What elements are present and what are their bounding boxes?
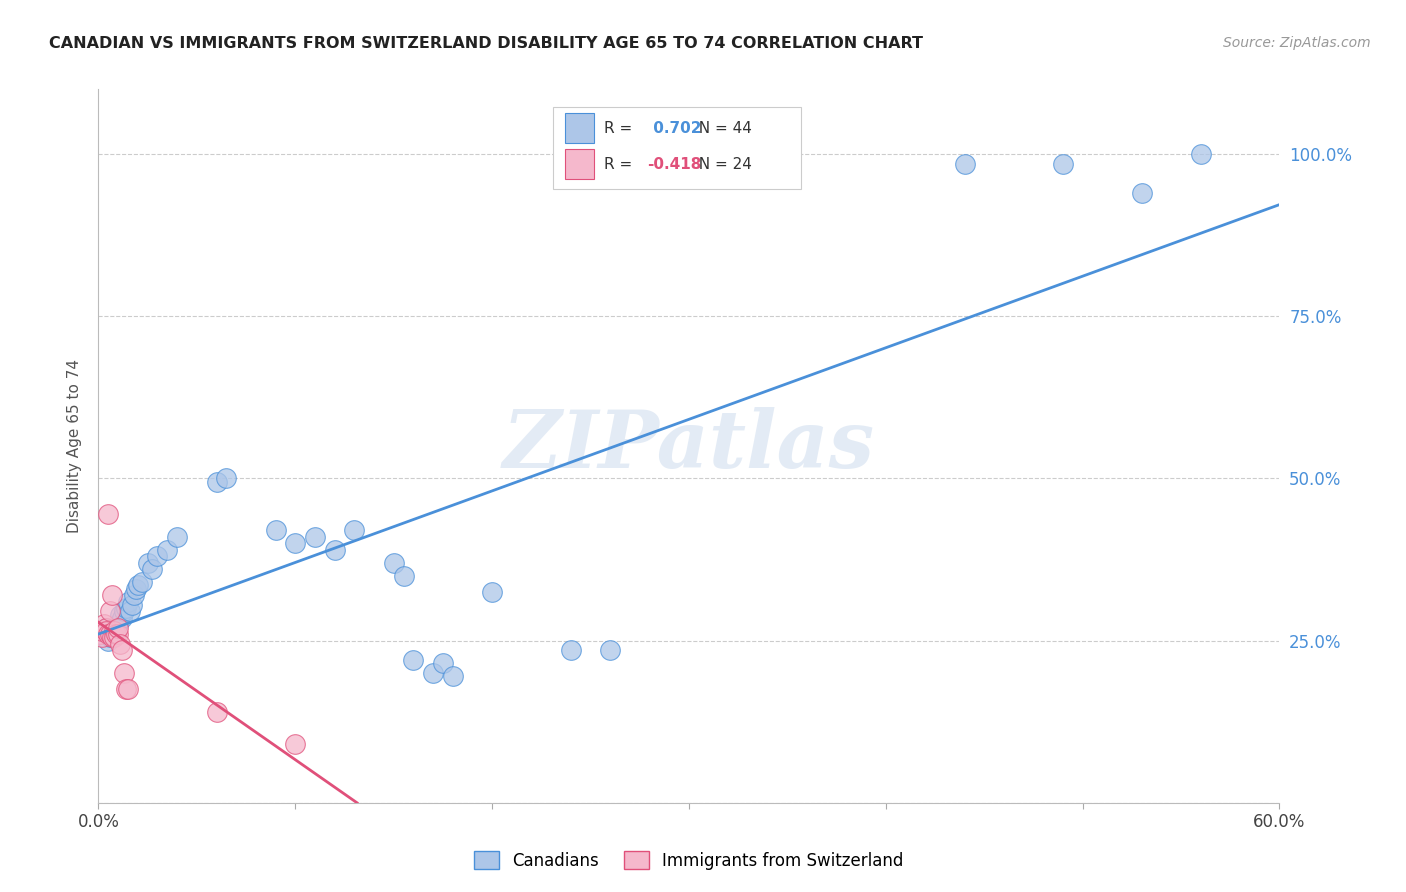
- Point: [117, 595, 139, 609]
- Legend: Canadians, Immigrants from Switzerland: Canadians, Immigrants from Switzerland: [467, 845, 911, 877]
- Point: [284, 738, 307, 752]
- Point: [91, 631, 114, 645]
- Point: [101, 588, 124, 602]
- Point: [89, 627, 111, 641]
- Point: [121, 598, 143, 612]
- Point: [125, 582, 148, 596]
- Bar: [565, 113, 595, 144]
- Point: [304, 530, 326, 544]
- Point: [146, 549, 169, 564]
- Point: [105, 627, 128, 641]
- Point: [107, 627, 129, 641]
- Point: [107, 621, 129, 635]
- Point: [93, 617, 115, 632]
- Point: [382, 556, 405, 570]
- Point: [205, 705, 228, 719]
- Point: [93, 624, 115, 638]
- Text: 0.702: 0.702: [648, 121, 702, 136]
- Point: [107, 617, 129, 632]
- Point: [101, 631, 124, 645]
- Point: [91, 624, 114, 638]
- Point: [284, 536, 307, 550]
- Point: [112, 604, 135, 618]
- Point: [122, 588, 145, 602]
- Point: [422, 666, 444, 681]
- Point: [118, 604, 141, 618]
- Point: [1130, 186, 1153, 200]
- Point: [103, 631, 125, 645]
- Point: [343, 524, 366, 538]
- Point: [1052, 157, 1074, 171]
- Point: [1189, 147, 1212, 161]
- Point: [108, 607, 131, 622]
- Text: R =: R =: [605, 157, 637, 171]
- Text: -0.418: -0.418: [648, 157, 702, 171]
- Point: [97, 507, 120, 521]
- FancyBboxPatch shape: [553, 107, 801, 189]
- Point: [96, 624, 118, 638]
- Point: [392, 568, 415, 582]
- Point: [481, 585, 503, 599]
- Text: R =: R =: [605, 121, 637, 136]
- Point: [108, 637, 131, 651]
- Point: [215, 471, 238, 485]
- Point: [166, 530, 188, 544]
- Point: [97, 633, 120, 648]
- Text: Source: ZipAtlas.com: Source: ZipAtlas.com: [1223, 36, 1371, 50]
- Point: [131, 575, 153, 590]
- Point: [953, 157, 976, 171]
- Text: N = 24: N = 24: [689, 157, 752, 171]
- Point: [98, 631, 121, 645]
- Point: [205, 475, 228, 489]
- Point: [98, 604, 121, 618]
- Point: [264, 524, 287, 538]
- Point: [432, 657, 454, 671]
- Point: [323, 542, 346, 557]
- Point: [112, 666, 135, 681]
- Text: CANADIAN VS IMMIGRANTS FROM SWITZERLAND DISABILITY AGE 65 TO 74 CORRELATION CHAR: CANADIAN VS IMMIGRANTS FROM SWITZERLAND …: [49, 36, 924, 51]
- Point: [96, 621, 118, 635]
- Point: [115, 682, 138, 697]
- Point: [111, 643, 134, 657]
- Point: [441, 669, 464, 683]
- Point: [115, 601, 138, 615]
- Point: [111, 611, 134, 625]
- Point: [97, 627, 120, 641]
- Point: [103, 624, 125, 638]
- Point: [560, 643, 582, 657]
- Point: [105, 627, 128, 641]
- Bar: [565, 149, 595, 179]
- Point: [127, 578, 149, 592]
- Point: [101, 627, 124, 641]
- Point: [402, 653, 425, 667]
- Point: [156, 542, 179, 557]
- Point: [599, 643, 621, 657]
- Text: ZIPatlas: ZIPatlas: [503, 408, 875, 484]
- Point: [98, 627, 121, 641]
- Y-axis label: Disability Age 65 to 74: Disability Age 65 to 74: [66, 359, 82, 533]
- Text: N = 44: N = 44: [689, 121, 752, 136]
- Point: [103, 621, 125, 635]
- Point: [141, 562, 163, 576]
- Point: [136, 556, 159, 570]
- Point: [96, 621, 118, 635]
- Point: [117, 682, 139, 697]
